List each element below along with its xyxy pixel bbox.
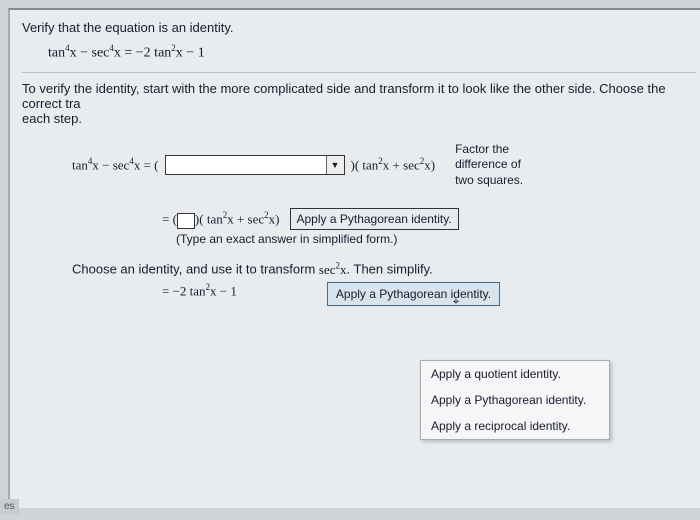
step1-dropdown[interactable]: ▼ [165, 155, 345, 175]
verify-text: To verify the identity, start with the m… [22, 81, 696, 111]
step3-text-a: Choose an identity, and use it to transf… [72, 262, 319, 277]
step-3-row: = −2 tan2x − 1 Apply a Pythagorean ident… [162, 282, 696, 306]
step1-lhs: tan4x − sec4x = ( [72, 156, 159, 173]
step3-instruction: Choose an identity, and use it to transf… [72, 260, 696, 277]
step3-result: = −2 tan2x − 1 [162, 282, 237, 299]
chevron-down-icon[interactable]: ▼ [326, 156, 344, 174]
side-note-line: Factor the [455, 142, 509, 156]
menu-item-reciprocal[interactable]: Apply a reciprocal identity. [421, 413, 609, 439]
step-2-row: = ()( tan2x + sec2x) Apply a Pythagorean… [162, 208, 696, 230]
step2-hint: Apply a Pythagorean identity. [290, 208, 459, 230]
exercise-panel: Verify that the equation is an identity.… [8, 8, 700, 508]
menu-item-quotient[interactable]: Apply a quotient identity. [421, 361, 609, 387]
side-note-line: difference of [455, 157, 521, 171]
divider [22, 72, 696, 73]
step3-sec: sec2x [319, 262, 347, 277]
instruction-text: Verify that the equation is an identity. [22, 20, 696, 35]
instruction-section: Verify that the equation is an identity.… [22, 20, 696, 62]
each-step-text: each step. [22, 111, 696, 126]
selected-hint-text: Apply a Pythagorean identity. [336, 287, 491, 301]
type-exact-note: (Type an exact answer in simplified form… [176, 232, 696, 246]
menu-item-pythagorean[interactable]: Apply a Pythagorean identity. [421, 387, 609, 413]
step3-text-b: . Then simplify. [347, 262, 433, 277]
step2-expression: = ()( tan2x + sec2x) [162, 210, 280, 228]
step-1-row: tan4x − sec4x = ( ▼ )( tan2x + sec2x) Fa… [72, 142, 696, 189]
step3-selected-hint[interactable]: Apply a Pythagorean identity. ⌖ [327, 282, 500, 306]
hand-cursor-icon: ⌖ [453, 296, 459, 309]
step1-rhs: )( tan2x + sec2x) [351, 156, 436, 173]
step1-side-note: Factor the difference of two squares. [455, 142, 523, 189]
side-note-line: two squares. [455, 173, 523, 187]
main-equation: tan4x − sec4x = −2 tan2x − 1 [48, 43, 696, 62]
step2-input-box[interactable] [177, 213, 195, 229]
identity-dropdown-menu: Apply a quotient identity. Apply a Pytha… [420, 360, 610, 440]
